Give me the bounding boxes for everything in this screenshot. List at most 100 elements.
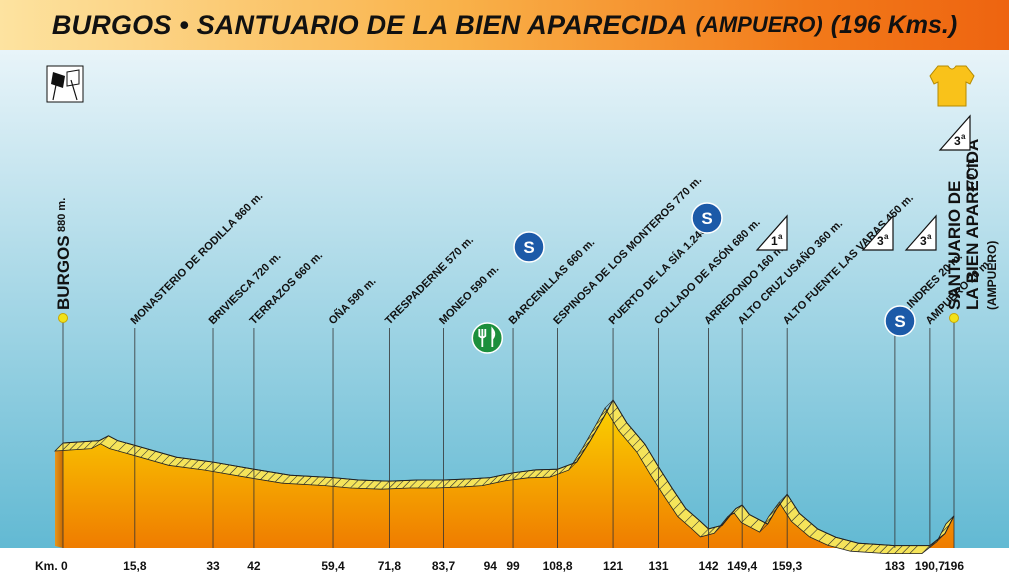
climb-category-suffix: a: [778, 232, 783, 241]
profile-hatch: [519, 470, 529, 480]
profile-hatch: [850, 543, 859, 552]
sprint-icon: [691, 202, 723, 234]
x-tick-label: 196: [944, 559, 964, 573]
profile-hatch: [668, 494, 677, 504]
sprint-label: S: [523, 238, 534, 257]
feed-zone-icon: [471, 322, 504, 354]
x-tick-label: 83,7: [432, 559, 456, 573]
profile-hatch: [212, 463, 222, 472]
profile-hatch: [100, 435, 109, 445]
profile-hatch: [154, 453, 163, 462]
profile-hatch: [456, 478, 466, 488]
x-tick-label: 131: [648, 559, 668, 573]
profile-hatch: [333, 478, 342, 487]
profile-hatch: [901, 545, 911, 554]
fork-knife-glyph: [478, 326, 496, 347]
profile-hatch: [126, 445, 136, 454]
profile-hatch: [161, 455, 170, 464]
profile-hatch: [62, 442, 71, 451]
profile-hatch: [613, 414, 623, 424]
climb-category: 3: [954, 134, 961, 148]
waypoint-dot: [949, 313, 959, 323]
x-tick-label: 108,8: [543, 559, 573, 573]
profile-hatch: [109, 440, 118, 449]
climb-triangle: [904, 214, 937, 251]
waypoint-name: SANTUARIO DE: [945, 181, 964, 310]
profile-hatch: [627, 433, 636, 442]
profile-hatch: [741, 514, 750, 523]
profile-hatch: [549, 469, 558, 478]
climb-triangle: [861, 214, 894, 251]
profile-hatch: [650, 466, 659, 476]
profile-hatch: [341, 478, 351, 488]
profile-hatch: [197, 460, 206, 470]
profile-hatch: [489, 475, 499, 485]
profile-hatch: [76, 441, 86, 450]
sprint-label: S: [894, 312, 905, 331]
x-tick-label: 33: [206, 559, 220, 573]
profile-hatch: [677, 508, 687, 517]
profile-hatch: [663, 488, 673, 497]
x-tick-label: 15,8: [123, 559, 147, 573]
profile-hatch: [654, 473, 664, 483]
profile-hatch: [140, 449, 149, 458]
profile-hatch: [365, 480, 375, 489]
profile-hatch: [463, 478, 473, 487]
x-tick-label: 71,8: [378, 559, 402, 573]
profile-hatch: [797, 518, 806, 527]
x-tick-label: 149,4: [727, 559, 757, 573]
climb-category-suffix: a: [961, 132, 966, 141]
climb-triangle: [755, 214, 788, 251]
flag-white: [66, 69, 80, 87]
profile-hatch: [879, 544, 888, 554]
profile-hatch: [497, 474, 506, 483]
finish-label: SANTUARIO DE LA BIEN APARECIDA (AMPUERO) 27…: [945, 139, 999, 310]
waypoint-name: BURGOS: [54, 235, 73, 310]
profile-hatch: [435, 479, 444, 489]
profile-hatch: [373, 480, 382, 490]
profile-hatch: [245, 469, 255, 478]
profile-hatch: [673, 501, 682, 511]
profile-hatch: [147, 451, 156, 460]
profile-hatch: [750, 519, 759, 528]
axis-strip: [0, 548, 1009, 575]
profile-hatch: [395, 480, 404, 489]
profile-hatch: [636, 443, 646, 453]
flag-black: [51, 72, 65, 88]
yellow-jersey-icon: [929, 65, 975, 107]
profile-hatch: [182, 458, 192, 468]
climb-category-suffix: a: [884, 232, 889, 241]
profile-hatch: [618, 422, 627, 431]
jersey-shape: [929, 65, 975, 107]
profile-hatch: [175, 458, 185, 467]
x-tick-label: 99: [506, 559, 520, 573]
profile-hatch: [645, 459, 655, 468]
profile-hatch: [260, 471, 269, 480]
profile-hatch: [534, 469, 544, 478]
profile-hatch: [558, 465, 568, 474]
profile-hatch: [252, 470, 262, 479]
profile-hatch: [221, 464, 230, 474]
profile-hatch: [713, 525, 723, 534]
climb-category: 1: [771, 234, 778, 248]
profile-hatch: [274, 473, 284, 483]
profile-hatch: [442, 479, 451, 488]
profile-hatch: [835, 539, 844, 548]
sprint-icon: [513, 231, 545, 263]
profile-hatch: [204, 461, 214, 471]
profile-hatch: [641, 451, 650, 460]
profile-hatch: [449, 479, 459, 488]
profile-hatch: [69, 441, 78, 451]
profile-hatch: [237, 467, 246, 477]
x-tick-label: 59,4: [321, 559, 345, 573]
profile-hatch: [289, 475, 298, 484]
profile-hatch: [54, 442, 64, 452]
profile-hatch: [426, 479, 436, 489]
flag-pole: [70, 79, 78, 101]
profile-side-face: [55, 442, 63, 548]
x-tick-label: 94: [484, 559, 498, 573]
waypoint-altitude: 880 m.: [56, 198, 68, 232]
profile-hatch: [842, 541, 852, 550]
